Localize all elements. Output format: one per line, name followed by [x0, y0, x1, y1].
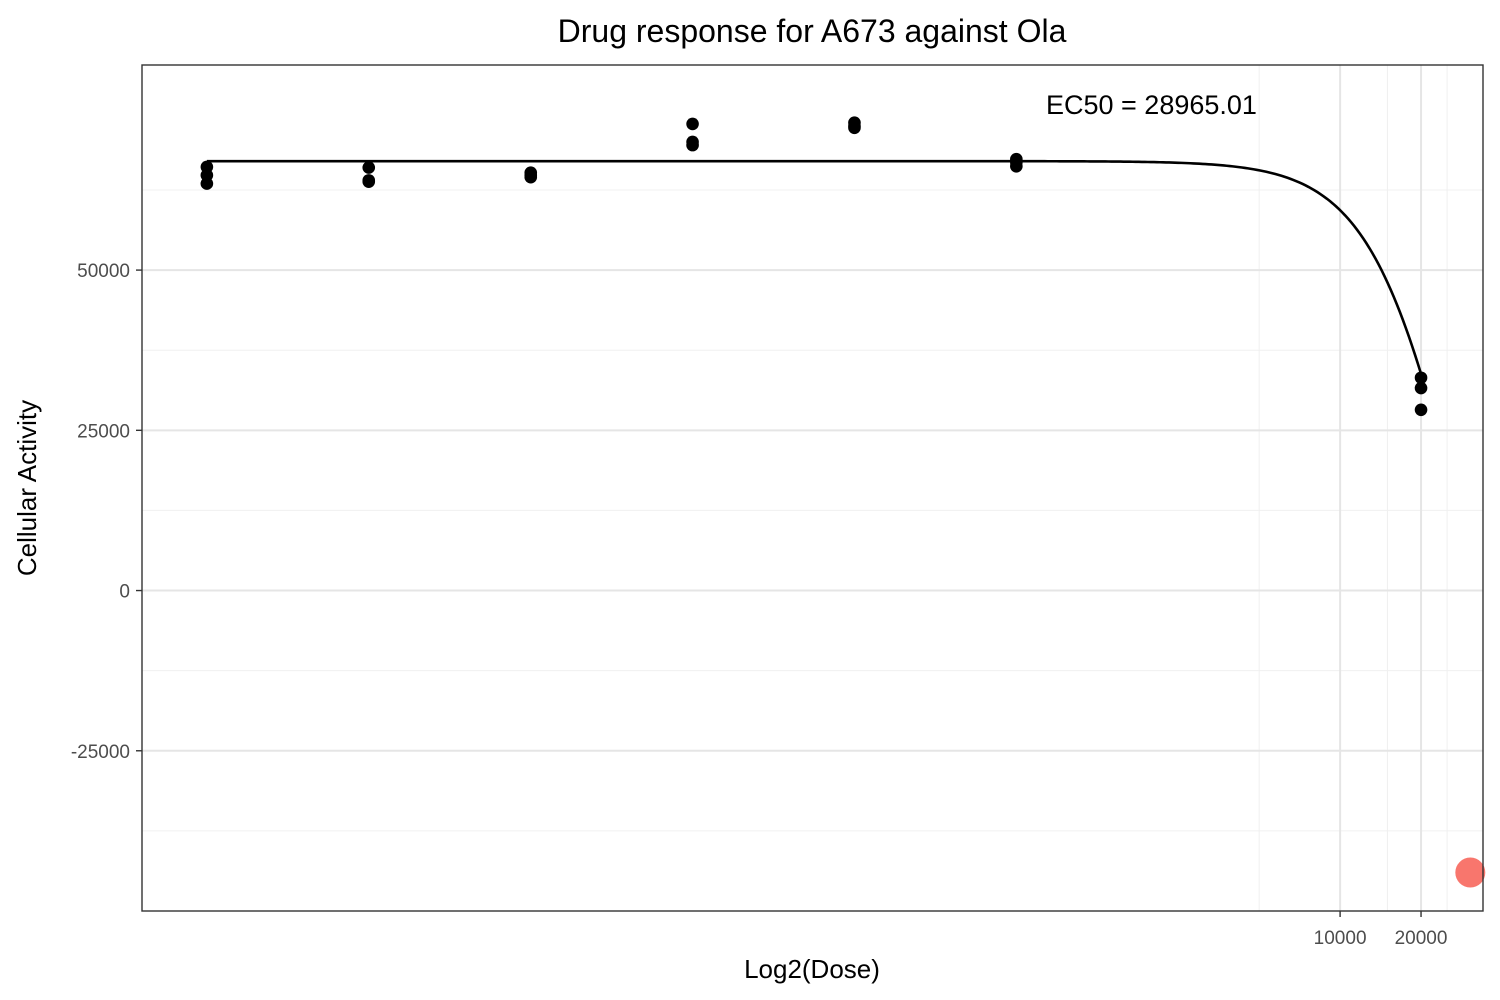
chart-title: Drug response for A673 against Ola	[558, 13, 1067, 49]
plot-panel-border	[141, 64, 1484, 912]
x-tick-label: 20000	[1395, 928, 1448, 949]
y-tick-label: 0	[119, 582, 130, 603]
fit-curve	[206, 159, 1423, 375]
fit-curve-layer	[206, 159, 1423, 375]
y-tick-label: 25000	[77, 421, 130, 442]
data-points	[200, 116, 1486, 888]
data-point	[362, 175, 376, 188]
data-point	[524, 170, 538, 184]
data-point	[848, 121, 861, 135]
data-point	[362, 161, 376, 174]
data-point	[1010, 159, 1023, 173]
tick-labels: -25000 0 25000 50000 10000 20000	[71, 261, 1448, 949]
gridlines	[142, 65, 1483, 911]
highlight-point	[1455, 857, 1486, 888]
data-point	[686, 117, 699, 131]
ec50-annotation: EC50 = 28965.01	[1046, 90, 1257, 120]
y-tick-label: 50000	[77, 261, 130, 282]
data-point	[1414, 403, 1428, 417]
data-point	[200, 177, 214, 190]
y-axis-title: Cellular Activity	[12, 400, 42, 576]
data-point	[1414, 381, 1428, 395]
data-point	[686, 138, 699, 152]
x-axis-title: Log2(Dose)	[744, 954, 880, 984]
data-point	[1414, 371, 1428, 385]
x-tick-label: 10000	[1314, 928, 1367, 949]
y-tick-label: -25000	[71, 742, 130, 763]
